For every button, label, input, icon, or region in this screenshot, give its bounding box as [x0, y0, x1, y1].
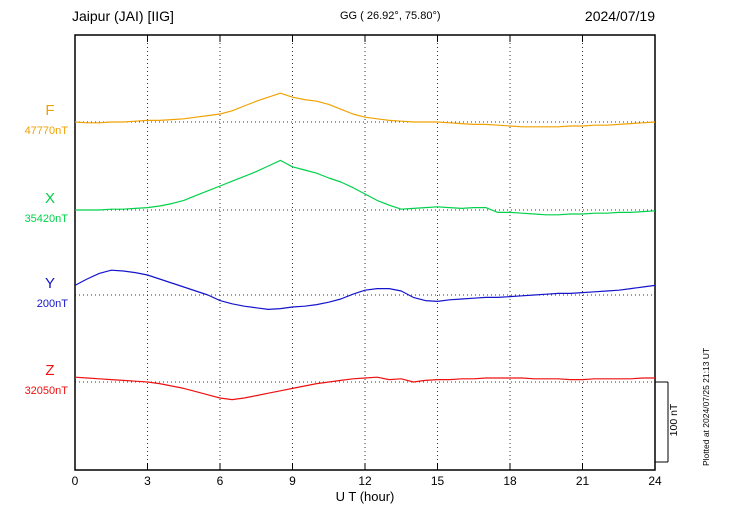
series-name-X: X: [44, 190, 55, 207]
x-tick-label-15: 15: [430, 474, 445, 488]
series-baseline-value-Z: 32050nT: [24, 385, 68, 397]
series-name-Z: Z: [45, 362, 55, 379]
plotted-at-note: Plotted at 2024/07/25 21:13 UT: [701, 347, 711, 466]
x-tick-label-24: 24: [648, 474, 662, 488]
x-tick-label-0: 0: [71, 474, 79, 488]
series-name-Y: Y: [44, 275, 55, 292]
x-tick-label-18: 18: [503, 474, 517, 488]
trace-Y: [74, 269, 656, 310]
series-baseline-value-F: 47770nT: [24, 125, 68, 137]
x-tick-label-12: 12: [358, 474, 372, 488]
station-title: Jaipur (JAI) [IIG]: [72, 8, 174, 24]
trace-Z: [74, 376, 655, 401]
x-tick-label-3: 3: [144, 474, 151, 488]
coordinates-label: GG ( 26.92°, 75.80°): [340, 10, 441, 22]
trace-F: [74, 92, 656, 128]
scale-bar-label: 100 nT: [668, 403, 680, 437]
x-tick-label-6: 6: [216, 474, 224, 488]
x-tick-label-9: 9: [289, 474, 296, 488]
plot-border: [74, 34, 656, 471]
x-axis-title: U T (hour): [335, 489, 395, 504]
x-tick-label-21: 21: [575, 474, 590, 488]
series-baseline-value-X: 35420nT: [24, 213, 68, 225]
trace-X: [75, 159, 656, 216]
series-baseline-value-Y: 200nT: [36, 298, 68, 310]
series-name-F: F: [45, 102, 55, 119]
date-label: 2024/07/19: [584, 8, 655, 24]
